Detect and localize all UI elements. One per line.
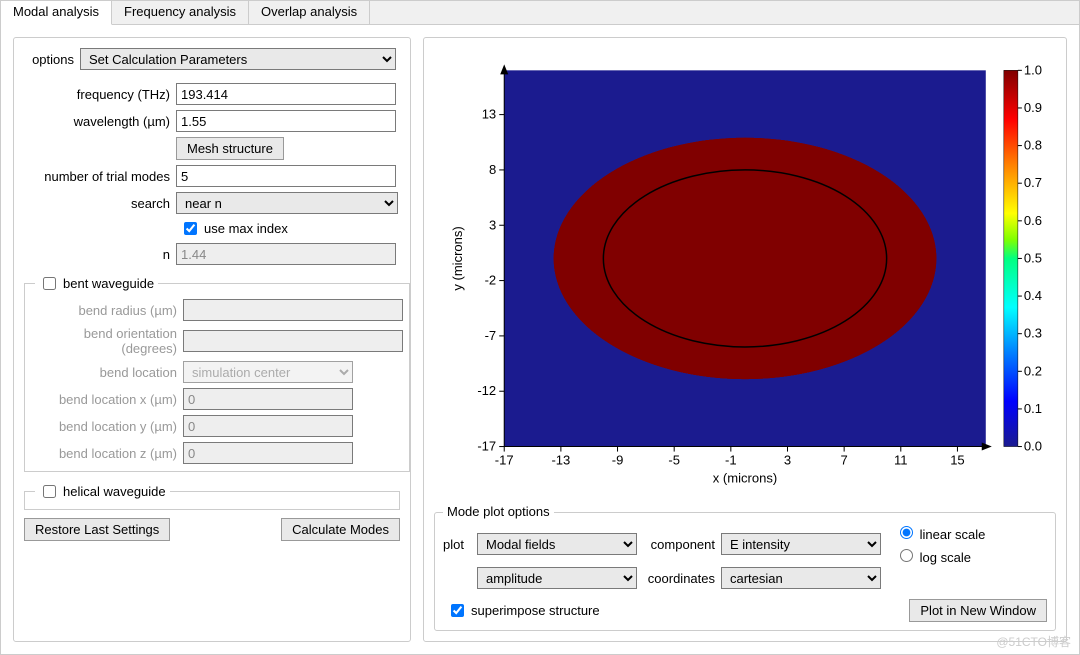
svg-text:-7: -7: [485, 328, 497, 343]
watermark: @51CTO博客: [996, 633, 1071, 650]
use-max-index-label: use max index: [204, 221, 288, 236]
coordinates-label: coordinates: [643, 571, 715, 586]
svg-text:11: 11: [894, 453, 908, 468]
n-input: [176, 243, 396, 265]
svg-text:8: 8: [489, 162, 496, 177]
linear-scale-radio[interactable]: linear scale: [895, 523, 985, 542]
wavelength-label: wavelength (µm): [24, 114, 176, 129]
bent-waveguide-label: bent waveguide: [63, 276, 154, 291]
trial-modes-label: number of trial modes: [24, 169, 176, 184]
n-label: n: [24, 247, 176, 262]
options-label: options: [24, 52, 80, 67]
plot-new-window-button[interactable]: Plot in New Window: [909, 599, 1047, 622]
svg-text:0.0: 0.0: [1024, 439, 1042, 454]
mode-plot-options-title: Mode plot options: [443, 504, 554, 519]
log-scale-radio[interactable]: log scale: [895, 546, 985, 565]
svg-text:0.9: 0.9: [1024, 100, 1042, 115]
svg-text:-1: -1: [725, 453, 737, 468]
component-label: component: [643, 537, 715, 552]
helical-waveguide-group: helical waveguide: [24, 482, 400, 510]
frequency-input[interactable]: [176, 83, 396, 105]
superimpose-checkbox[interactable]: superimpose structure: [447, 601, 600, 620]
bend-orientation-input: [183, 330, 403, 352]
bend-y-input: [183, 415, 353, 437]
tab-modal[interactable]: Modal analysis: [1, 1, 112, 25]
wavelength-input[interactable]: [176, 110, 396, 132]
component-select[interactable]: E intensity: [721, 533, 881, 555]
bend-x-label: bend location x (µm): [31, 392, 183, 407]
svg-text:-9: -9: [612, 453, 624, 468]
tab-overlap[interactable]: Overlap analysis: [249, 1, 370, 24]
svg-text:-2: -2: [485, 273, 497, 288]
svg-text:0.4: 0.4: [1024, 288, 1042, 303]
analysis-tabs: Modal analysis Frequency analysis Overla…: [1, 1, 1079, 25]
svg-text:0.2: 0.2: [1024, 363, 1042, 378]
svg-text:-13: -13: [551, 453, 570, 468]
svg-text:-12: -12: [477, 383, 496, 398]
bend-z-input: [183, 442, 353, 464]
svg-text:7: 7: [841, 453, 848, 468]
svg-text:0.1: 0.1: [1024, 401, 1042, 416]
bend-z-label: bend location z (µm): [31, 446, 183, 461]
mode-plot-options: Mode plot options plot Modal fields comp…: [434, 512, 1056, 631]
bent-waveguide-checkbox[interactable]: bent waveguide: [35, 274, 158, 293]
search-select[interactable]: near n: [176, 192, 398, 214]
plot-select[interactable]: Modal fields: [477, 533, 637, 555]
tab-frequency[interactable]: Frequency analysis: [112, 1, 249, 24]
bend-location-label: bend location: [31, 365, 183, 380]
restore-settings-button[interactable]: Restore Last Settings: [24, 518, 170, 541]
bend-radius-input: [183, 299, 403, 321]
svg-text:3: 3: [489, 217, 496, 232]
mode-plot: -17-13-9-5-1371115-17-12-7-23813x (micro…: [434, 44, 1056, 508]
plot-label: plot: [443, 537, 471, 552]
svg-text:15: 15: [950, 453, 965, 468]
svg-text:0.5: 0.5: [1024, 250, 1042, 265]
svg-text:0.3: 0.3: [1024, 326, 1042, 341]
svg-text:-17: -17: [477, 439, 496, 454]
calculate-modes-button[interactable]: Calculate Modes: [281, 518, 400, 541]
bend-y-label: bend location y (µm): [31, 419, 183, 434]
svg-text:x (microns): x (microns): [713, 471, 777, 486]
helical-waveguide-label: helical waveguide: [63, 484, 166, 499]
bend-location-select: simulation center: [183, 361, 353, 383]
svg-text:-5: -5: [668, 453, 680, 468]
svg-text:3: 3: [784, 453, 791, 468]
bend-x-input: [183, 388, 353, 410]
svg-text:13: 13: [482, 107, 497, 122]
svg-text:0.7: 0.7: [1024, 175, 1042, 190]
use-max-index-checkbox[interactable]: use max index: [180, 219, 288, 238]
options-select[interactable]: Set Calculation Parameters: [80, 48, 396, 70]
svg-text:-17: -17: [495, 453, 514, 468]
use-max-index-input[interactable]: [184, 222, 197, 235]
bend-orientation-label: bend orientation (degrees): [31, 326, 183, 356]
parameters-panel: options Set Calculation Parameters frequ…: [13, 37, 411, 642]
helical-waveguide-input[interactable]: [43, 485, 56, 498]
superimpose-label: superimpose structure: [471, 603, 600, 618]
trial-modes-input[interactable]: [176, 165, 396, 187]
mesh-structure-button[interactable]: Mesh structure: [176, 137, 284, 160]
svg-text:0.8: 0.8: [1024, 138, 1042, 153]
svg-text:0.6: 0.6: [1024, 213, 1042, 228]
superimpose-input[interactable]: [451, 604, 464, 617]
svg-text:1.0: 1.0: [1024, 62, 1042, 77]
bent-waveguide-input[interactable]: [43, 277, 56, 290]
amplitude-select[interactable]: amplitude: [477, 567, 637, 589]
helical-waveguide-checkbox[interactable]: helical waveguide: [35, 482, 170, 501]
bent-waveguide-group: bent waveguide bend radius (µm) bend ori…: [24, 274, 410, 472]
svg-text:y (microns): y (microns): [450, 226, 465, 290]
bend-radius-label: bend radius (µm): [31, 303, 183, 318]
mode-plot-svg: -17-13-9-5-1371115-17-12-7-23813x (micro…: [434, 44, 1056, 508]
search-label: search: [24, 196, 176, 211]
frequency-label: frequency (THz): [24, 87, 176, 102]
plot-panel: -17-13-9-5-1371115-17-12-7-23813x (micro…: [423, 37, 1067, 642]
coordinates-select[interactable]: cartesian: [721, 567, 881, 589]
